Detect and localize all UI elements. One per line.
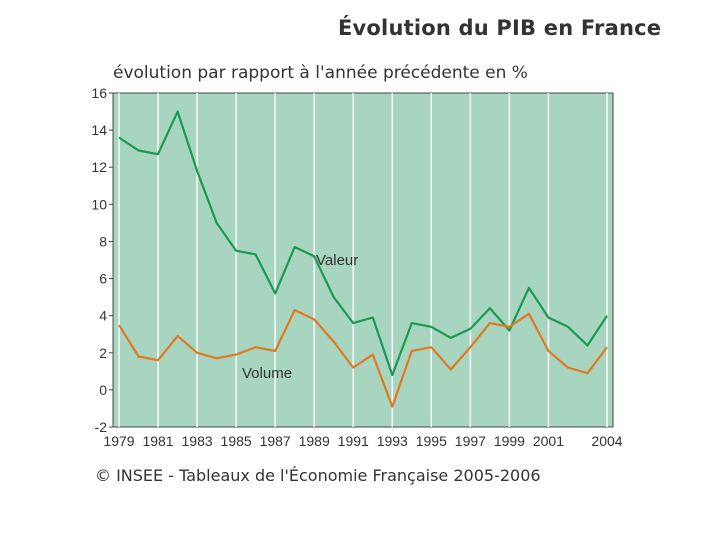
y-tick-label: 0	[99, 382, 107, 398]
y-tick-label: 2	[99, 345, 107, 361]
y-tick-label: 8	[99, 233, 107, 249]
x-tick-label: 1989	[299, 433, 330, 449]
grid-lines	[118, 93, 608, 427]
x-tick-label: 1981	[142, 433, 173, 449]
series-line-volume	[118, 309, 608, 408]
x-tick-label: 2001	[533, 433, 564, 449]
y-tick-label: 12	[91, 159, 107, 175]
y-tick-label: 14	[91, 122, 107, 138]
x-tick-label: 1983	[182, 433, 213, 449]
chart-subtitle: évolution par rapport à l'année précéden…	[113, 63, 528, 83]
series-label-valeur: Valeur	[316, 252, 358, 269]
x-tick-label: 2004	[591, 433, 622, 449]
x-axis: 1979 1981 1983 1985 1987 1989 1991 1993 1995 1997…	[103, 433, 622, 449]
x-tick-label: 1991	[338, 433, 369, 449]
y-tick-label: 16	[91, 85, 107, 101]
y-axis: 16 14 12 10 8 6 4 2 0 -2	[91, 85, 113, 435]
x-tick-label: 1993	[377, 433, 408, 449]
y-tick-label: 6	[99, 271, 107, 287]
chart-title: Évolution du PIB en France	[338, 16, 662, 40]
y-tick-label: -2	[95, 419, 108, 435]
x-tick-label: 1999	[494, 433, 525, 449]
x-tick-label: 1987	[260, 433, 291, 449]
series-lines	[118, 110, 608, 408]
x-tick-label: 1985	[221, 433, 252, 449]
x-tick-label: 1995	[416, 433, 447, 449]
series-line-valeur	[118, 110, 608, 377]
chart-source: © INSEE - Tableaux de l'Économie Françai…	[95, 466, 541, 485]
plot-background	[112, 92, 614, 428]
x-tick-label: 1997	[455, 433, 486, 449]
series-label-volume: Volume	[242, 365, 292, 382]
y-tick-label: 10	[91, 196, 107, 212]
x-tick-label: 1979	[103, 433, 134, 449]
y-tick-label: 4	[99, 308, 107, 324]
